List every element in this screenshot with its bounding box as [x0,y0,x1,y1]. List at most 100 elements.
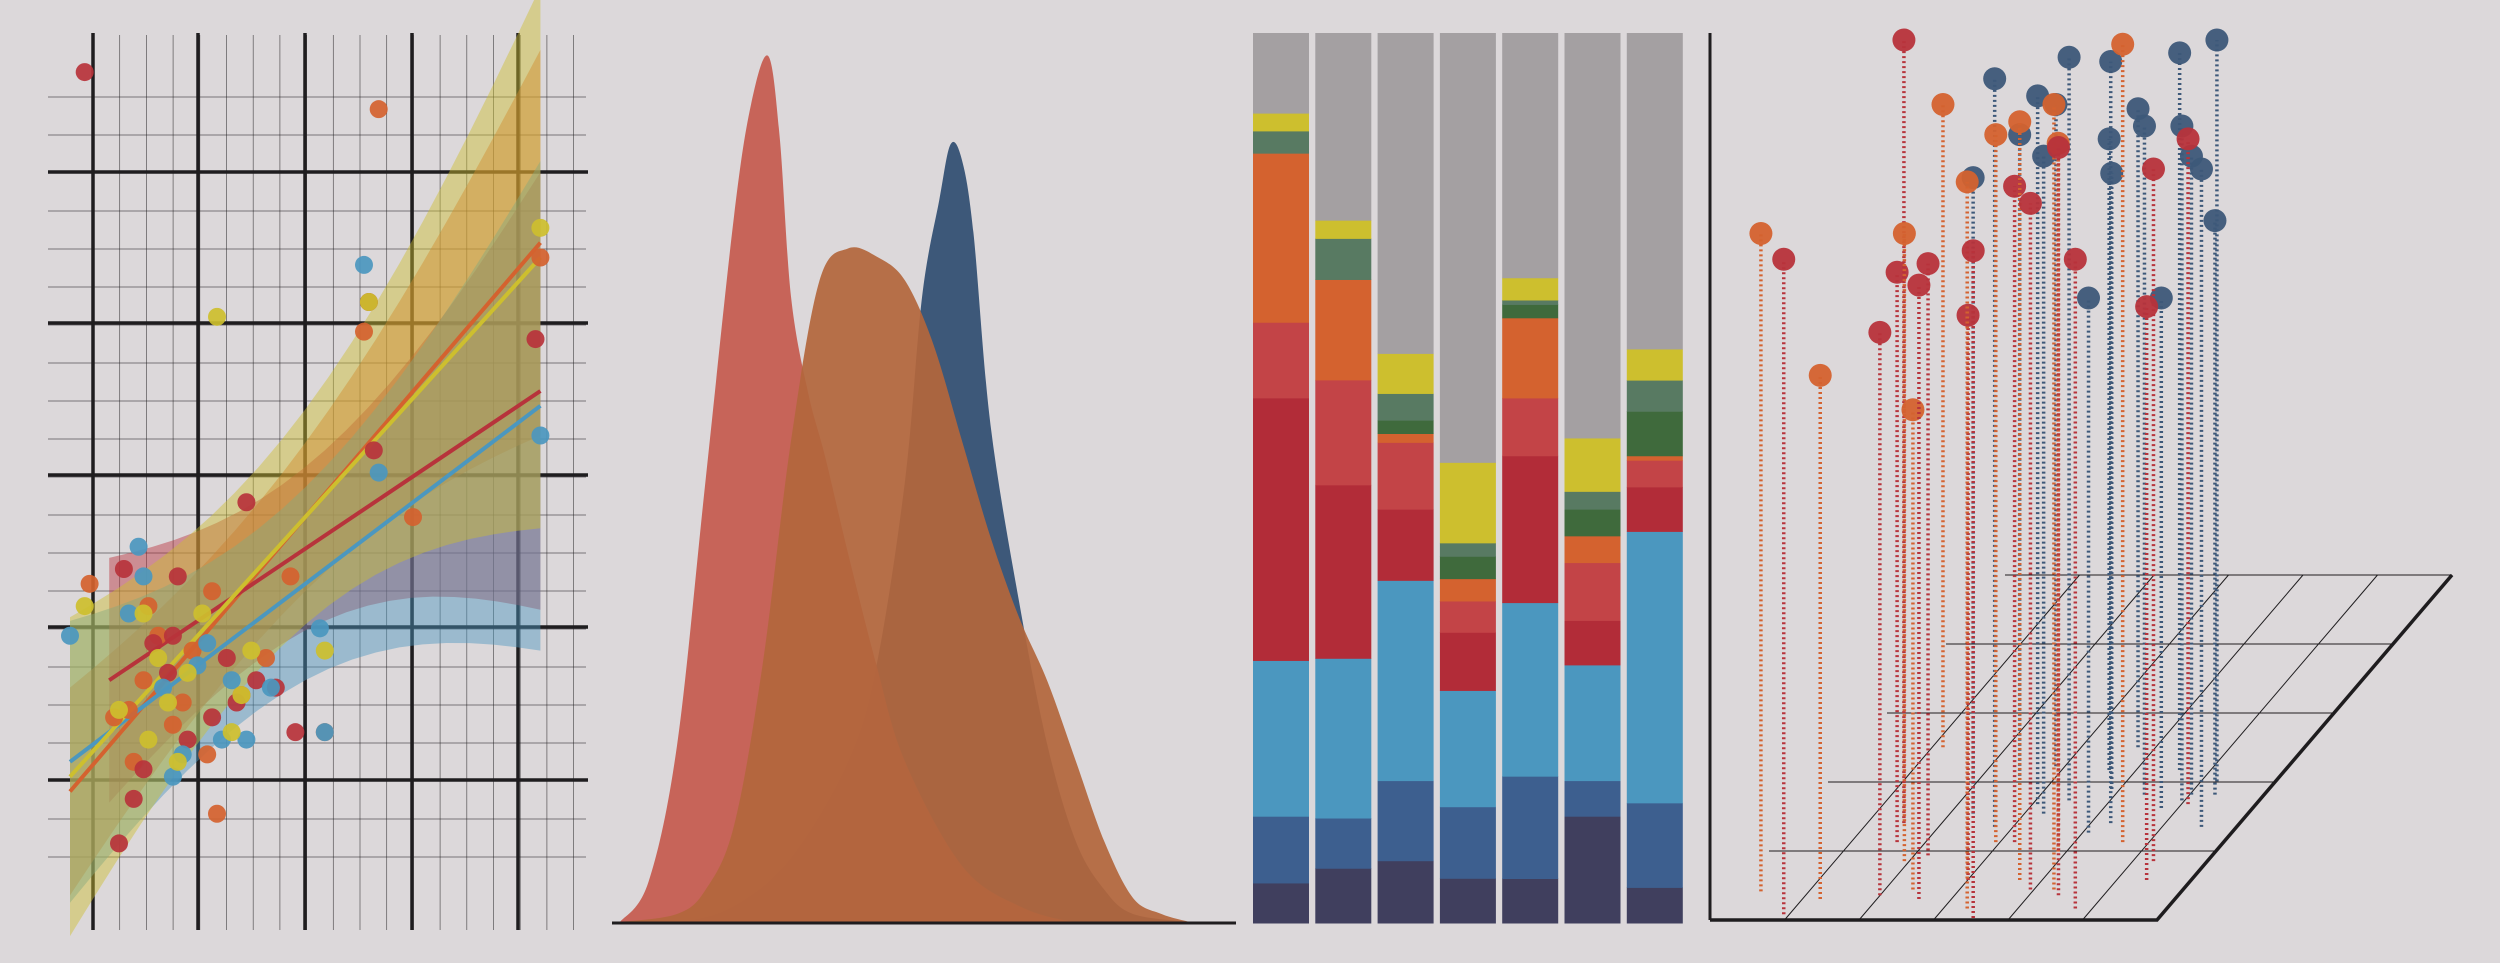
stem-point [1892,222,1916,862]
stem-marker [2205,28,2229,52]
stem-marker [2189,157,2213,181]
data-point [310,619,329,638]
bar-segment [1564,780,1621,817]
stem-marker [2003,174,2027,198]
bar-segment [1439,806,1496,879]
stem-marker [2057,45,2081,69]
data-point [203,582,222,601]
data-point [315,641,334,660]
stem-marker [2018,191,2042,215]
bar-segment [1626,887,1683,924]
stem-marker [1901,398,1925,422]
bar-segment [1253,882,1309,924]
stacked-bar [1502,33,1559,924]
stem-point [1885,260,1909,843]
stem-point [1749,222,1773,892]
floor-gridline [2156,574,2453,921]
bar-segment [1439,556,1496,580]
data-point [531,426,550,445]
stem-point [1956,303,1980,881]
bar-segment [1315,868,1372,924]
data-point [281,567,300,586]
stem-point [2205,28,2229,782]
stacked-bar [1377,33,1434,924]
stem-point [2057,45,2081,801]
bar-segment [1502,602,1559,777]
bar-segment [1253,322,1309,399]
bar-segment [1502,397,1559,457]
regression-line [68,404,542,764]
stem-marker [2008,110,2032,134]
bar-segment [1253,33,1309,114]
data-point [369,100,388,119]
stem-point [1901,398,1925,890]
bar-segment [1253,660,1309,817]
stem-point [1961,239,1985,918]
data-point [257,649,275,667]
bar-segment [1377,353,1434,394]
bar-segment [1377,580,1434,782]
confidence-band [70,49,541,896]
data-point [80,574,99,593]
stem-point [1892,28,1916,824]
data-point [531,248,550,267]
data-point [61,626,79,645]
data-point [168,752,187,771]
data-point [217,649,236,667]
stem-marker [1907,273,1931,297]
confidence-band [109,172,541,803]
data-point [222,671,241,690]
bar-segment [1315,238,1372,280]
data-point [75,597,94,616]
bar-segment [1439,578,1496,602]
data-point [203,708,222,727]
bar-segment [1315,658,1372,819]
stem-point [2097,127,2121,770]
bar-segment [1315,279,1372,381]
bar-segment [1626,802,1683,888]
data-point [208,804,226,823]
data-point [222,723,241,742]
stem-point [2003,174,2027,843]
data-point [110,834,128,853]
floor-gridline [2082,574,2378,921]
bar-segment [1626,455,1683,461]
bar-segment [1439,542,1496,557]
stem-point [2046,136,2070,896]
stem-marker [2203,209,2227,233]
stem-point [1984,123,2008,843]
bar-segment [1439,690,1496,808]
stem-point [2141,157,2165,862]
stem-point [1907,273,1931,900]
data-point [178,663,197,682]
stem-point [2044,93,2068,767]
data-point [237,493,256,512]
bar-segment [1502,300,1559,305]
data-point [139,730,158,749]
bar-segment [1502,776,1559,879]
stem-marker [1961,239,1985,263]
data-point [404,508,422,527]
stem-point [2099,50,2123,824]
grid-lines [48,33,588,930]
stem-marker [2111,32,2135,56]
stem-marker [1892,28,1916,52]
data-point [364,441,383,460]
stem-point [2042,93,2066,890]
data-point [134,671,153,690]
bar-segment [1626,348,1683,381]
bar-segment [1439,878,1496,924]
stem-point [1931,93,1955,748]
stem-point [1868,320,1892,896]
bar-segment [1315,220,1372,239]
bar-segment [1502,277,1559,301]
data-point [134,760,153,779]
data-point [154,678,173,697]
stacked-bar [1253,33,1309,924]
stem-marker [2097,127,2121,151]
data-point [178,730,197,749]
bar-segment [1439,462,1496,544]
stem-marker [2141,157,2165,181]
data-point [232,686,251,705]
